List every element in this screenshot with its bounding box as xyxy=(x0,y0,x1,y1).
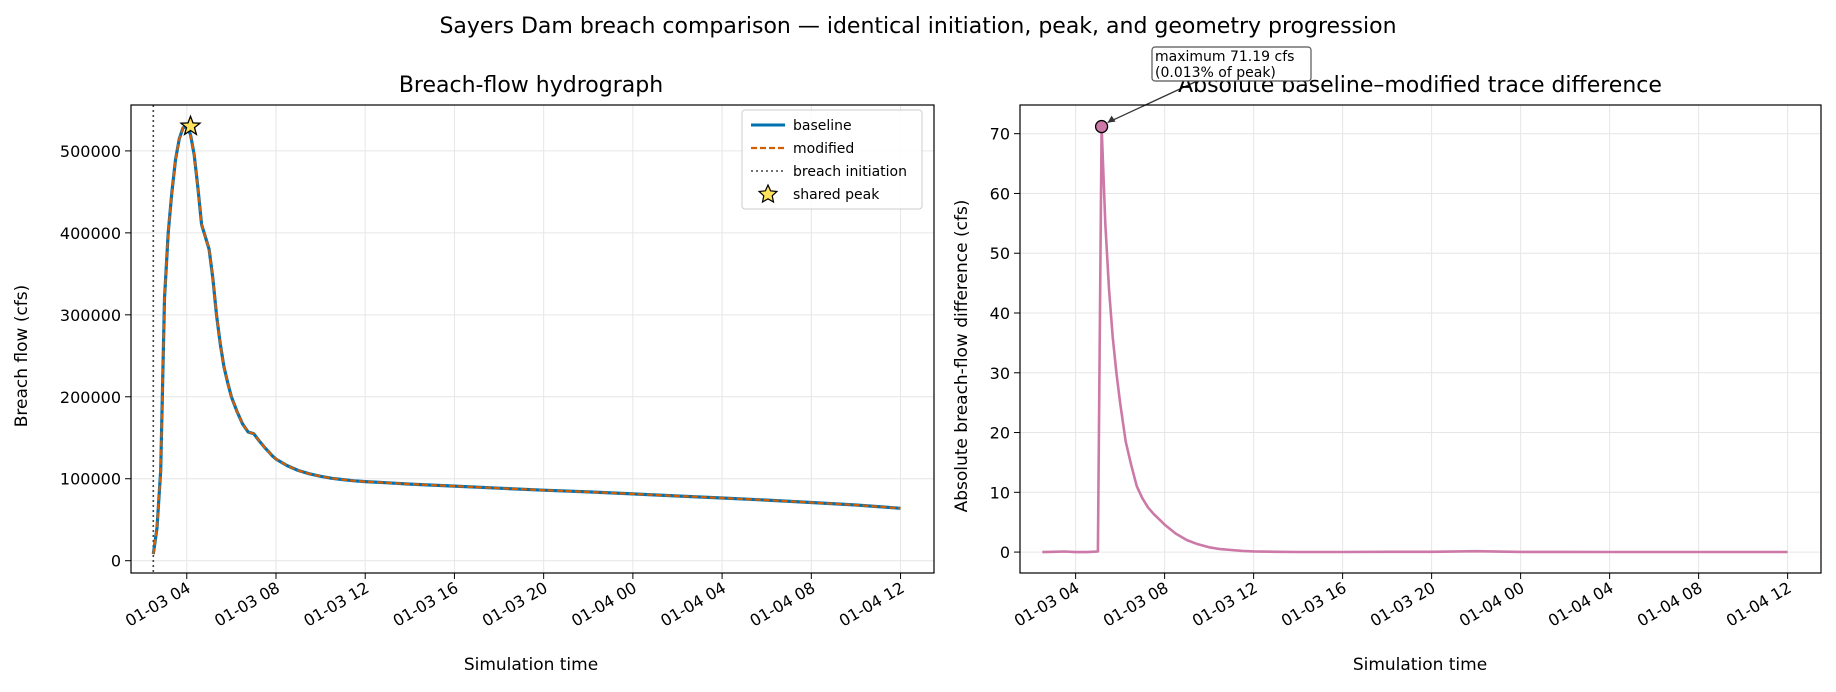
difference-x-tick-label: 01-03 08 xyxy=(1100,578,1172,630)
difference-x-tick-label: 01-04 04 xyxy=(1545,578,1617,630)
difference-x-tick-label: 01-03 12 xyxy=(1189,578,1261,630)
hydrograph-x-tick-label: 01-03 16 xyxy=(390,578,462,630)
difference-x-tick-label: 01-04 00 xyxy=(1456,578,1528,630)
difference-x-tick-label: 01-03 16 xyxy=(1278,578,1350,630)
hydrograph-y-tick-label: 400000 xyxy=(60,224,121,243)
hydrograph-x-tick-label: 01-03 04 xyxy=(122,578,194,630)
hydrograph-x-axis-label: Simulation time xyxy=(464,655,598,675)
difference-plot-area: 01-03 04 01-03 08 01-03 12 01-03 16 01-03 20… xyxy=(990,81,1822,630)
difference-y-tick-label: 10 xyxy=(990,483,1010,502)
hydrograph-x-tick-label: 01-04 00 xyxy=(568,578,640,630)
legend-baseline-label: baseline xyxy=(793,118,852,134)
difference-x-axis-label: Simulation time xyxy=(1353,655,1487,675)
difference-x-tick-label: 01-04 12 xyxy=(1723,578,1795,630)
difference-y-tick-label: 60 xyxy=(990,184,1010,203)
legend-frame xyxy=(741,109,923,210)
difference-axes-frame xyxy=(1019,104,1822,574)
annotation-box xyxy=(1151,46,1312,82)
difference-series-line xyxy=(1042,125,1788,554)
annotation-line-2: (0.013% of peak) xyxy=(1155,65,1276,81)
legend-shared-peak-label: shared peak xyxy=(793,187,880,203)
hydrograph-panel: 01-03 04 01-03 08 01-03 12 01-03 16 01-03 20… xyxy=(12,73,935,675)
difference-panel: 01-03 04 01-03 08 01-03 12 01-03 16 01-03 20… xyxy=(952,46,1822,675)
hydrograph-legend: baseline modified breach initiation shar… xyxy=(741,109,923,210)
legend-shared-peak-star-icon xyxy=(757,183,779,204)
hydrograph-x-tick-label: 01-03 08 xyxy=(211,578,283,630)
hydrograph-axes-frame xyxy=(130,104,935,574)
hydrograph-y-tick-label: 300000 xyxy=(60,306,121,325)
hydrograph-y-tick-label: 500000 xyxy=(60,142,121,161)
annotation-arrowhead xyxy=(1107,115,1116,123)
hydrograph-y-axis-label: Breach flow (cfs) xyxy=(12,285,32,428)
difference-y-tick-label: 70 xyxy=(990,125,1010,144)
hydrograph-y-tick-label: 0 xyxy=(111,552,121,571)
annotation-arrow-line xyxy=(1107,81,1196,124)
figure-suptitle: Sayers Dam breach comparison — identical… xyxy=(439,14,1396,39)
hydrograph-y-tick-label: 100000 xyxy=(60,470,121,489)
difference-y-axis-label: Absolute breach-flow difference (cfs) xyxy=(952,200,972,513)
legend-breach-initiation-label: breach initiation xyxy=(793,164,907,180)
difference-y-tick-label: 40 xyxy=(990,304,1010,323)
difference-y-tick-label: 0 xyxy=(1000,543,1010,562)
difference-x-tick-label: 01-03 04 xyxy=(1011,578,1083,630)
difference-x-tick-label: 01-03 20 xyxy=(1367,578,1439,630)
hydrograph-x-tick-label: 01-03 20 xyxy=(479,578,551,630)
hydrograph-x-tick-label: 01-04 04 xyxy=(657,578,729,630)
shared-peak-star-marker xyxy=(179,114,202,136)
hydrograph-x-tick-label: 01-04 12 xyxy=(836,578,908,630)
modified-series-line xyxy=(152,125,901,555)
annotation-line-1: maximum 71.19 cfs xyxy=(1155,49,1294,65)
max-difference-annotation: maximum 71.19 cfs (0.013% of peak) xyxy=(1151,46,1312,82)
difference-x-tick-label: 01-04 08 xyxy=(1634,578,1706,630)
difference-y-tick-label: 30 xyxy=(990,364,1010,383)
difference-y-tick-label: 50 xyxy=(990,244,1010,263)
hydrograph-y-tick-label: 200000 xyxy=(60,388,121,407)
hydrograph-title: Breach-flow hydrograph xyxy=(399,73,663,98)
difference-y-tick-label: 20 xyxy=(990,424,1010,443)
max-difference-marker xyxy=(1094,119,1109,134)
hydrograph-x-tick-label: 01-03 12 xyxy=(300,578,372,630)
legend-modified-label: modified xyxy=(793,141,854,157)
hydrograph-x-tick-label: 01-04 08 xyxy=(747,578,819,630)
